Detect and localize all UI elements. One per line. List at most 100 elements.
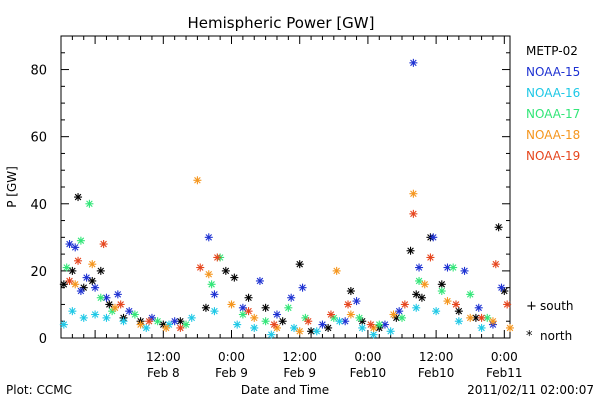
data-point bbox=[284, 303, 293, 312]
y-axis-label: P [GW] bbox=[5, 166, 19, 208]
data-point bbox=[460, 266, 469, 275]
data-point bbox=[412, 303, 421, 312]
data-point bbox=[272, 310, 281, 319]
x-tick-label-date: Feb10 bbox=[350, 366, 387, 380]
data-point bbox=[409, 209, 418, 218]
data-point bbox=[332, 266, 341, 275]
data-point bbox=[417, 293, 426, 302]
data-point bbox=[267, 330, 276, 339]
legend-entry: METP-02 bbox=[526, 44, 578, 58]
data-point bbox=[477, 313, 486, 322]
data-point bbox=[250, 323, 259, 332]
data-point bbox=[344, 300, 353, 309]
data-point bbox=[287, 293, 296, 302]
data-point bbox=[91, 310, 100, 319]
data-point bbox=[233, 320, 242, 329]
plot-source-label: Plot: CCMC bbox=[6, 383, 72, 397]
data-point bbox=[176, 323, 185, 332]
data-point bbox=[76, 287, 85, 296]
data-point bbox=[227, 300, 236, 309]
data-point bbox=[452, 300, 461, 309]
data-point bbox=[113, 290, 122, 299]
data-points bbox=[59, 58, 514, 339]
data-point bbox=[196, 263, 205, 272]
x-tick-label-date: Feb 8 bbox=[147, 366, 180, 380]
data-point bbox=[207, 280, 216, 289]
y-axis: 0 20 40 60 80 bbox=[30, 35, 510, 347]
x-tick-label-time: 12:00 bbox=[282, 350, 317, 364]
data-point bbox=[76, 236, 85, 245]
data-point bbox=[162, 323, 171, 332]
data-point bbox=[142, 323, 151, 332]
data-point bbox=[312, 327, 321, 336]
data-point bbox=[471, 313, 480, 322]
data-point bbox=[110, 303, 119, 312]
data-point bbox=[105, 300, 114, 309]
data-point bbox=[116, 300, 125, 309]
data-point bbox=[398, 313, 407, 322]
data-point bbox=[65, 276, 74, 285]
data-point bbox=[432, 307, 441, 316]
x-axis-label: Date and Time bbox=[241, 383, 329, 397]
data-point bbox=[324, 323, 333, 332]
data-point bbox=[426, 253, 435, 262]
plot-border bbox=[60, 35, 511, 339]
data-point bbox=[59, 320, 68, 329]
data-point bbox=[204, 233, 213, 242]
series-legend: METP-02 NOAA-15 NOAA-16 NOAA-17 NOAA-18 NOAA-… bbox=[526, 44, 580, 163]
y-tick-label: 80 bbox=[30, 64, 47, 79]
marker-label: north bbox=[540, 329, 572, 343]
data-point bbox=[503, 300, 512, 309]
data-point bbox=[295, 327, 304, 336]
legend-entry: NOAA-19 bbox=[526, 149, 580, 163]
data-point bbox=[295, 260, 304, 269]
data-point bbox=[335, 317, 344, 326]
data-point bbox=[290, 323, 299, 332]
data-point bbox=[74, 256, 83, 265]
data-point bbox=[244, 307, 253, 316]
x-tick-label-time: 12:00 bbox=[146, 350, 181, 364]
legend-entry: NOAA-15 bbox=[526, 65, 580, 79]
x-tick-label-date: Feb 9 bbox=[283, 366, 316, 380]
data-point bbox=[389, 310, 398, 319]
data-point bbox=[85, 199, 94, 208]
data-point bbox=[153, 317, 162, 326]
data-point bbox=[369, 330, 378, 339]
x-tick-label-date: Feb 9 bbox=[215, 366, 248, 380]
data-point bbox=[250, 313, 259, 322]
x-tick-label-date: Feb10 bbox=[418, 366, 455, 380]
data-point bbox=[96, 266, 105, 275]
data-point bbox=[454, 307, 463, 316]
data-point bbox=[409, 189, 418, 198]
data-point bbox=[213, 253, 222, 262]
data-point bbox=[466, 290, 475, 299]
plot-timestamp: 2011/02/11 02:00:07 bbox=[467, 383, 594, 397]
data-point bbox=[415, 263, 424, 272]
data-point bbox=[193, 176, 202, 185]
data-point bbox=[506, 323, 514, 332]
data-point bbox=[474, 303, 483, 312]
data-point bbox=[68, 307, 77, 316]
y-tick-label: 20 bbox=[30, 265, 47, 280]
data-point bbox=[59, 280, 68, 289]
data-point bbox=[366, 320, 375, 329]
data-point bbox=[210, 290, 219, 299]
legend-entry: NOAA-18 bbox=[526, 128, 580, 142]
data-point bbox=[415, 276, 424, 285]
data-point bbox=[125, 307, 134, 316]
chart-title: Hemispheric Power [GW] bbox=[188, 14, 375, 32]
data-point bbox=[454, 317, 463, 326]
data-point bbox=[88, 276, 97, 285]
data-point bbox=[145, 317, 154, 326]
legend-entry: NOAA-16 bbox=[526, 86, 580, 100]
data-point bbox=[494, 223, 503, 232]
legend-entry: NOAA-17 bbox=[526, 107, 580, 121]
data-point bbox=[91, 283, 100, 292]
data-point bbox=[82, 273, 91, 282]
data-point bbox=[119, 317, 128, 326]
data-point bbox=[346, 287, 355, 296]
data-point bbox=[71, 280, 80, 289]
data-point bbox=[244, 293, 253, 302]
data-point bbox=[358, 323, 367, 332]
